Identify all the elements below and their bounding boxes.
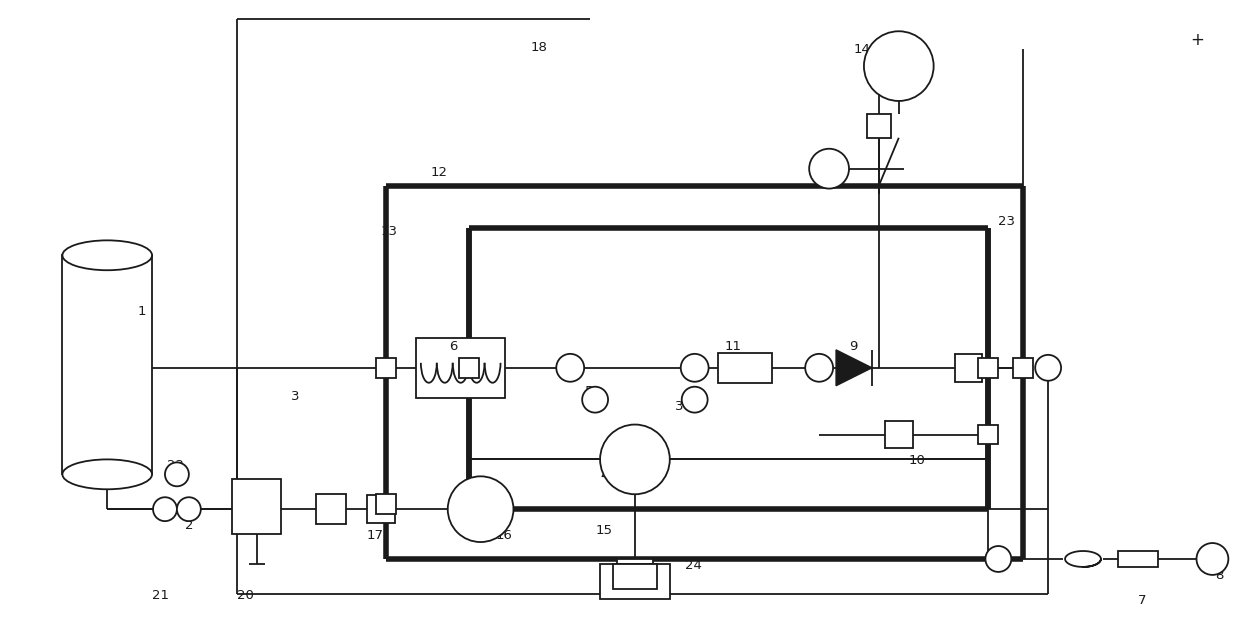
- Bar: [618, 559, 652, 564]
- Text: 20: 20: [237, 589, 253, 602]
- Text: 3: 3: [675, 400, 683, 413]
- Text: 1: 1: [138, 305, 145, 318]
- Circle shape: [681, 354, 708, 382]
- Bar: [415, 338, 506, 397]
- Bar: [1117, 551, 1158, 567]
- Circle shape: [177, 497, 201, 521]
- Circle shape: [864, 32, 934, 101]
- Circle shape: [805, 354, 833, 382]
- Bar: [62, 255, 153, 475]
- Text: 19: 19: [1038, 365, 1055, 378]
- Bar: [376, 358, 396, 377]
- Bar: [367, 495, 396, 523]
- Bar: [459, 358, 479, 377]
- Text: +: +: [1190, 32, 1204, 50]
- Circle shape: [1197, 543, 1229, 575]
- Text: 24: 24: [684, 559, 702, 572]
- Bar: [1013, 358, 1033, 377]
- Text: 13: 13: [381, 226, 398, 239]
- Text: 8: 8: [1215, 569, 1224, 582]
- Bar: [955, 354, 982, 382]
- Text: 5: 5: [585, 385, 594, 398]
- Bar: [376, 494, 396, 514]
- Text: 4: 4: [600, 469, 609, 482]
- Circle shape: [557, 354, 584, 382]
- Text: 14: 14: [854, 43, 870, 56]
- Bar: [232, 479, 281, 534]
- Text: 23: 23: [998, 215, 1016, 228]
- Bar: [885, 421, 913, 448]
- Bar: [316, 494, 346, 524]
- Text: 2: 2: [185, 519, 193, 532]
- Bar: [978, 424, 998, 444]
- Text: 6: 6: [449, 340, 458, 353]
- Text: 21: 21: [153, 589, 169, 602]
- Polygon shape: [836, 350, 872, 386]
- Bar: [718, 353, 773, 383]
- Text: 17: 17: [366, 529, 383, 542]
- Text: 18: 18: [531, 41, 547, 54]
- Text: 3: 3: [291, 390, 300, 403]
- Text: 12: 12: [430, 166, 448, 179]
- Bar: [978, 358, 998, 377]
- Text: 15: 15: [595, 524, 613, 537]
- Bar: [600, 564, 670, 599]
- Circle shape: [810, 149, 849, 188]
- Circle shape: [153, 497, 177, 521]
- Text: 10: 10: [909, 455, 925, 467]
- Bar: [867, 114, 890, 138]
- Text: 22: 22: [167, 459, 184, 473]
- Circle shape: [165, 462, 188, 486]
- Circle shape: [986, 546, 1012, 572]
- Circle shape: [682, 386, 708, 413]
- Text: 9: 9: [849, 340, 857, 353]
- Text: 7: 7: [1138, 594, 1146, 607]
- Circle shape: [1035, 355, 1061, 381]
- Circle shape: [600, 424, 670, 494]
- Circle shape: [448, 476, 513, 542]
- Ellipse shape: [62, 459, 153, 489]
- Text: 11: 11: [724, 340, 742, 353]
- Circle shape: [582, 386, 608, 413]
- Bar: [613, 564, 657, 589]
- Text: 16: 16: [496, 529, 512, 542]
- Ellipse shape: [62, 240, 153, 270]
